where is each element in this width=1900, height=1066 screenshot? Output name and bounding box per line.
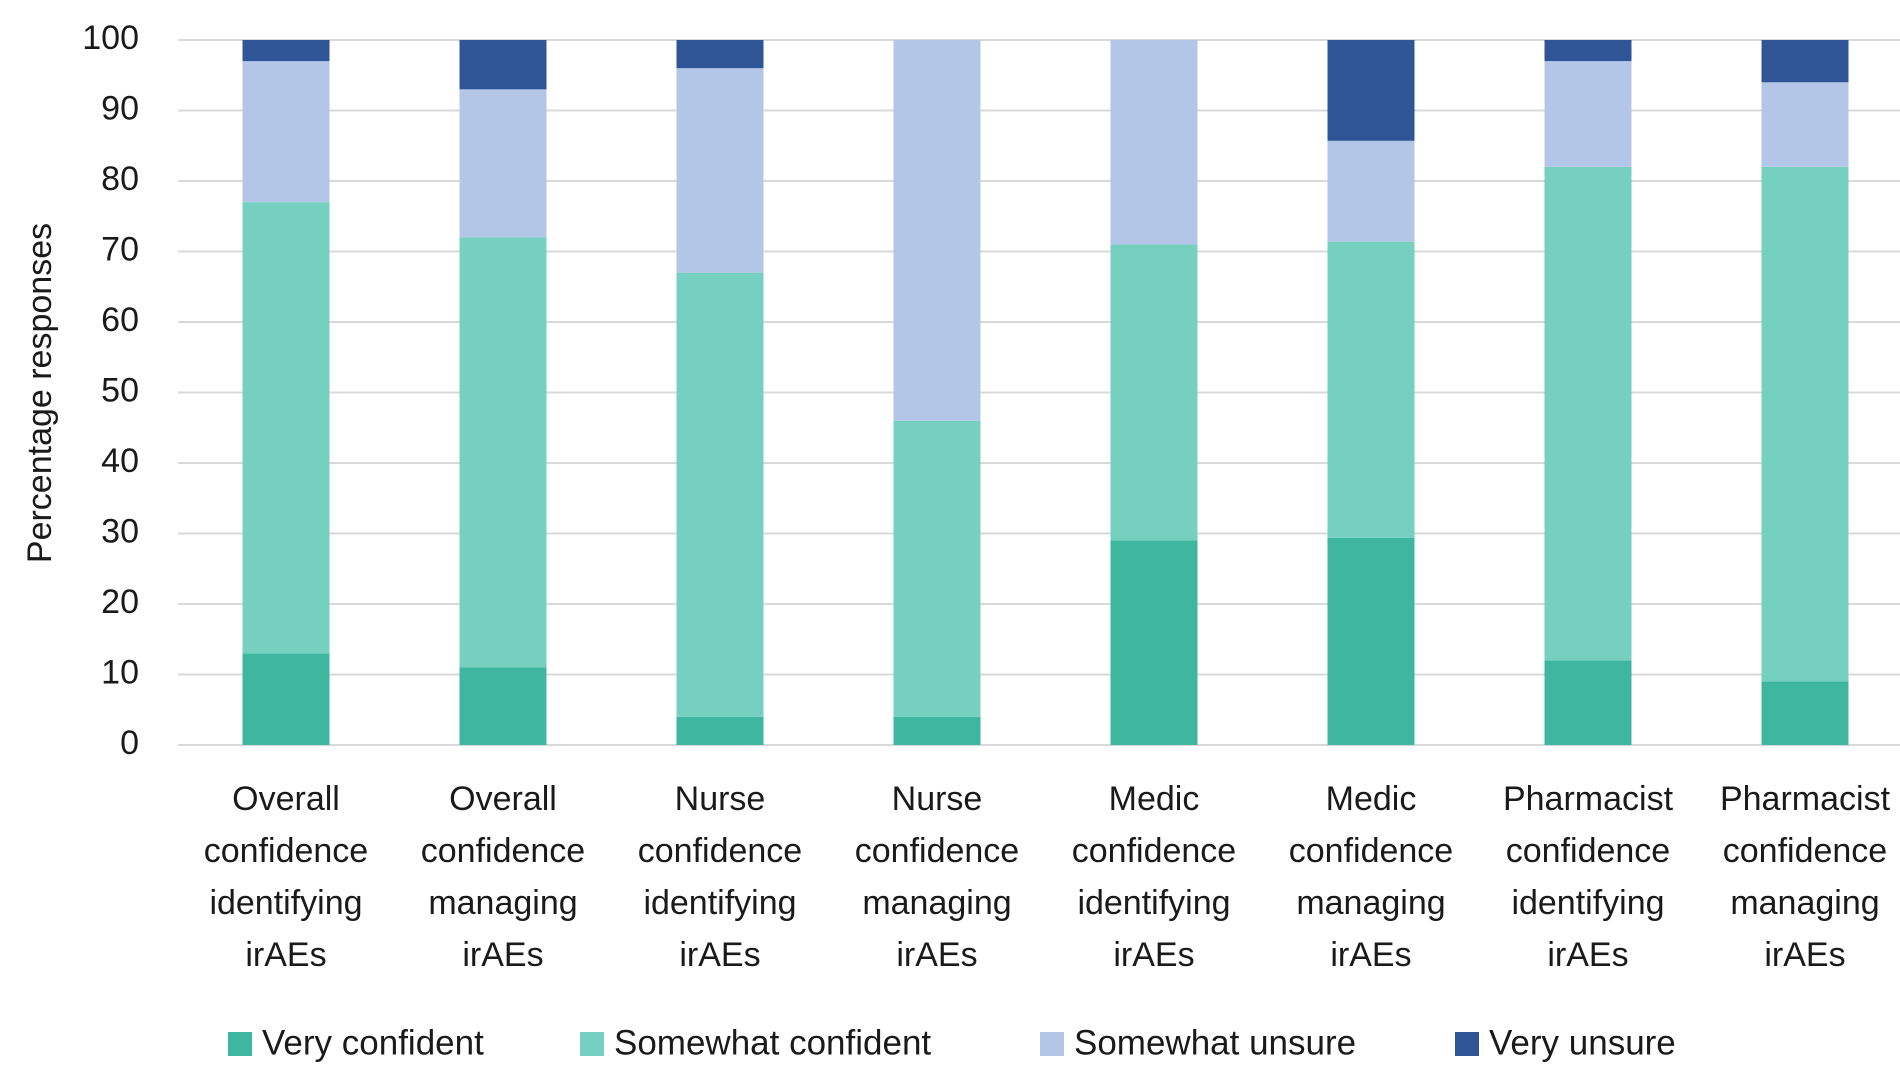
y-tick-label: 40 bbox=[101, 442, 139, 480]
bar-segment bbox=[676, 272, 764, 717]
bar-segment bbox=[1544, 166, 1632, 661]
bar-segment bbox=[1327, 537, 1415, 745]
y-tick-label: 90 bbox=[101, 89, 139, 127]
bar-segment bbox=[1544, 40, 1632, 62]
x-tick-label: Overall confidence identifying irAEs bbox=[204, 780, 368, 974]
y-tick-label: 80 bbox=[101, 160, 139, 198]
x-tick-label: Nurse confidence managing irAEs bbox=[855, 780, 1019, 974]
bar-segment bbox=[1761, 681, 1849, 745]
bar-segment bbox=[1327, 40, 1415, 141]
x-tick-label: Medic confidence identifying irAEs bbox=[1072, 780, 1236, 974]
y-tick-label: 100 bbox=[82, 19, 139, 57]
y-axis-label: Percentage responses bbox=[21, 223, 59, 563]
bar-segment bbox=[1761, 40, 1849, 83]
bar-segment bbox=[242, 653, 330, 745]
bar-segment bbox=[1327, 241, 1415, 538]
y-tick-label: 60 bbox=[101, 301, 139, 339]
bar-segment bbox=[459, 40, 547, 90]
legend-swatch bbox=[1455, 1032, 1479, 1056]
legend-label: Very confident bbox=[262, 1023, 484, 1062]
bar-segment bbox=[893, 40, 981, 421]
y-tick-label: 20 bbox=[101, 583, 139, 621]
x-tick-label: Nurse confidence identifying irAEs bbox=[638, 780, 802, 974]
bar-segment bbox=[459, 89, 547, 238]
bar-segment bbox=[459, 237, 547, 668]
bar-segment bbox=[1110, 40, 1198, 245]
bar-segment bbox=[676, 68, 764, 273]
y-tick-label: 70 bbox=[101, 230, 139, 268]
bar-segment bbox=[1761, 166, 1849, 682]
bar-segment bbox=[242, 202, 330, 654]
bar-segment bbox=[1327, 140, 1415, 242]
y-tick-label: 10 bbox=[101, 653, 139, 691]
x-tick-label: Pharmacist confidence managing irAEs bbox=[1720, 780, 1891, 974]
bar-segment bbox=[459, 667, 547, 745]
y-tick-label: 30 bbox=[101, 512, 139, 550]
bar-segment bbox=[1544, 61, 1632, 167]
bar-segment bbox=[1544, 660, 1632, 745]
legend-label: Very unsure bbox=[1489, 1023, 1676, 1062]
x-tick-label: Pharmacist confidence identifying irAEs bbox=[1503, 780, 1674, 974]
legend-swatch bbox=[1040, 1032, 1064, 1056]
x-tick-label: Medic confidence managing irAEs bbox=[1289, 780, 1453, 974]
y-tick-label: 0 bbox=[120, 724, 139, 762]
bar-segment bbox=[676, 716, 764, 745]
bar-segment bbox=[893, 420, 981, 717]
bar-segment bbox=[893, 716, 981, 745]
bar-segment bbox=[1110, 244, 1198, 541]
bar-segment bbox=[1110, 540, 1198, 745]
x-tick-label: Overall confidence managing irAEs bbox=[421, 780, 585, 974]
bar-segment bbox=[242, 61, 330, 203]
bar-segment bbox=[242, 40, 330, 62]
bar-segment bbox=[1761, 82, 1849, 167]
legend-swatch bbox=[580, 1032, 604, 1056]
legend-label: Somewhat unsure bbox=[1074, 1023, 1356, 1062]
legend-label: Somewhat confident bbox=[614, 1023, 931, 1062]
legend-swatch bbox=[228, 1032, 252, 1056]
y-tick-label: 50 bbox=[101, 371, 139, 409]
bar-segment bbox=[676, 40, 764, 69]
